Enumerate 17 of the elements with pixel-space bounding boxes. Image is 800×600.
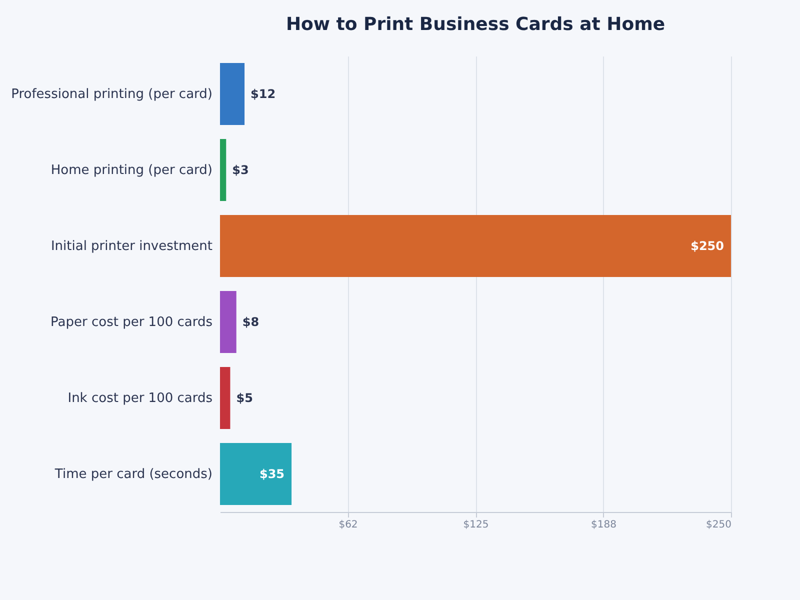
x-tick-label: $188 bbox=[591, 520, 616, 530]
data-label: $12 bbox=[250, 87, 276, 101]
x-tick-label: $62 bbox=[338, 520, 358, 530]
y-tick-label: Professional printing (per card) bbox=[11, 87, 212, 102]
y-tick-label: Paper cost per 100 cards bbox=[50, 315, 213, 330]
data-label: $5 bbox=[236, 391, 253, 405]
y-tick-label: Home printing (per card) bbox=[50, 163, 212, 178]
data-label: $3 bbox=[232, 163, 249, 177]
y-tick-label: Ink cost per 100 cards bbox=[68, 391, 213, 406]
x-tick-label: $250 bbox=[706, 520, 732, 530]
data-label: $8 bbox=[242, 315, 260, 329]
chart-title: How to Print Business Cards at Home bbox=[286, 14, 666, 35]
y-tick-label: Initial printer investment bbox=[50, 239, 212, 254]
data-label: $250 bbox=[690, 239, 724, 253]
x-tick-label: $125 bbox=[463, 520, 489, 530]
data-label: $35 bbox=[259, 467, 285, 481]
y-tick-label: Time per card (seconds) bbox=[54, 467, 212, 482]
